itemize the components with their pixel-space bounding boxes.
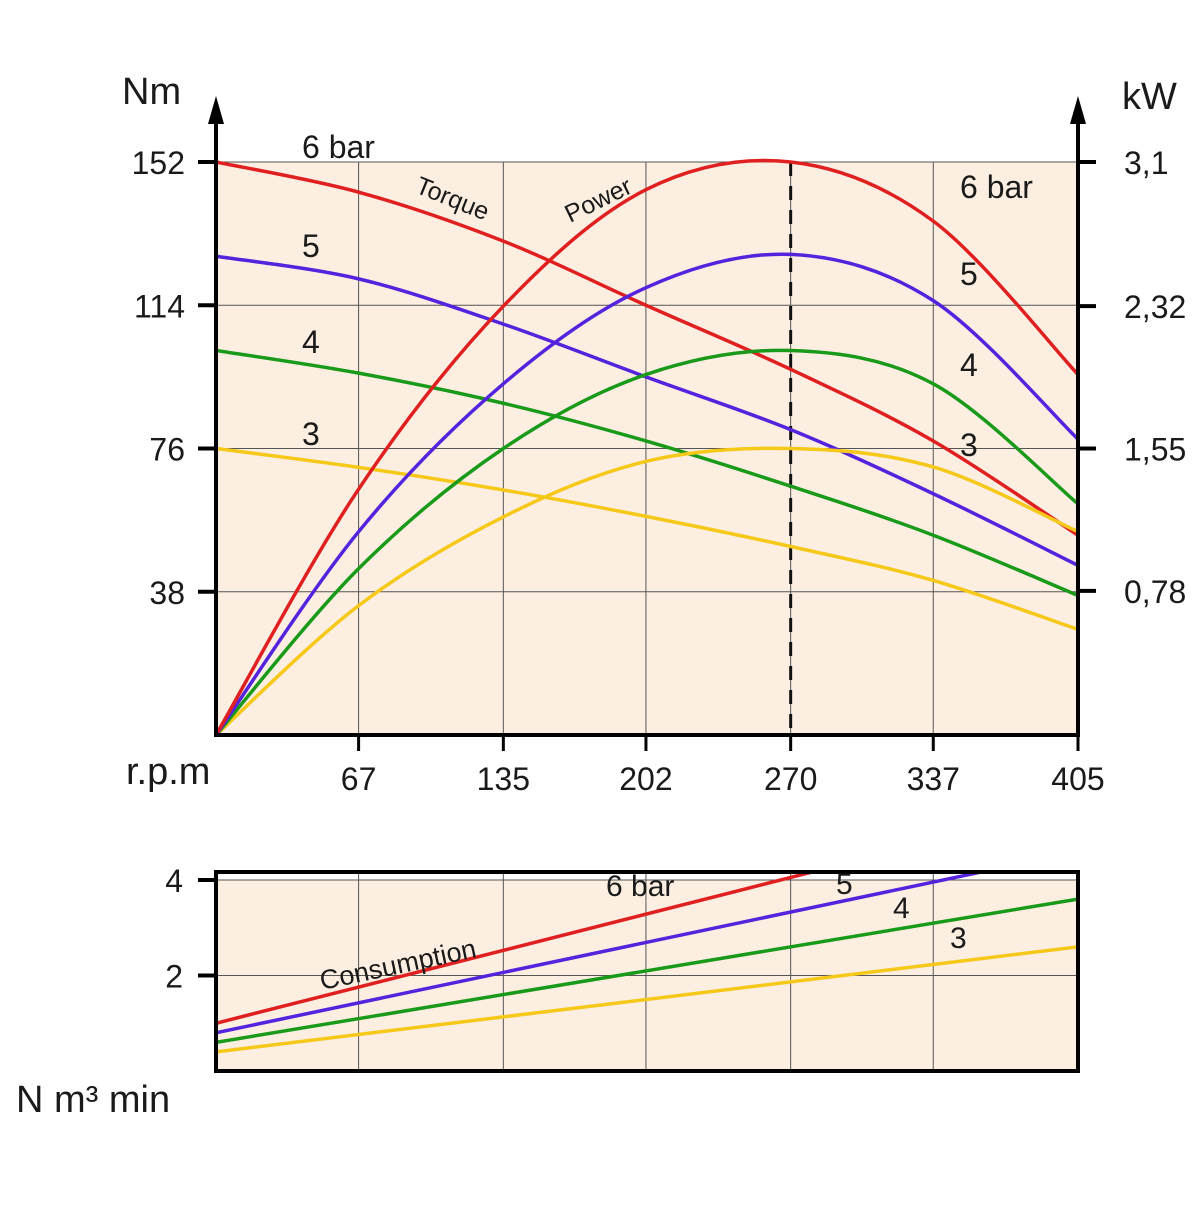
torque-series-label: 6 bar: [302, 129, 375, 165]
x-axis-tick-label: 67: [341, 761, 377, 797]
x-axis-tick-label: 337: [907, 761, 960, 797]
power-series-group: [216, 158, 1078, 736]
consumption-series-label: 3: [950, 922, 967, 955]
bottom-y-axis-title: N m³ min: [16, 1079, 170, 1121]
x-axis-tick-label: 270: [764, 761, 817, 797]
consumption-series-label: 5: [836, 868, 853, 901]
consumption-line: [216, 945, 1078, 1054]
x-axis-tick-label: 405: [1051, 761, 1104, 797]
consumption-series-label: 4: [893, 892, 910, 925]
left-axis-tick-label: 38: [149, 575, 185, 611]
torque-series-label: 3: [302, 416, 320, 452]
power-series-label: 6 bar: [960, 169, 1033, 205]
x-axis-tick-label: 135: [477, 761, 530, 797]
power-line: [216, 348, 1078, 736]
torque-line: [216, 254, 1078, 567]
bottom-y-tick-label: 4: [165, 863, 183, 899]
left-axis-tick-label: 152: [132, 145, 185, 181]
consumption-series-group: [216, 870, 1078, 1054]
consumption-series-label: 6 bar: [606, 870, 674, 903]
right-axis-arrow-icon: [1070, 96, 1086, 124]
left-axis-tick-label: 114: [134, 288, 185, 324]
left-axis-title: Nm: [122, 71, 181, 113]
left-axis-tick-label: 76: [149, 432, 185, 468]
torque-series-label: 5: [302, 228, 320, 264]
right-axis-title: kW: [1122, 76, 1177, 118]
power-series-label: 5: [960, 256, 978, 292]
x-axis-title: r.p.m: [126, 751, 210, 793]
torque-line: [216, 348, 1078, 598]
consumption-line: [216, 897, 1078, 1045]
consumption-line: [216, 870, 819, 1025]
power-line: [216, 158, 1078, 736]
power-series-label: 3: [960, 427, 978, 463]
torque-series-group: [216, 160, 1078, 632]
torque-line: [216, 160, 1078, 537]
bottom-y-tick-label: 2: [165, 959, 183, 995]
power-line: [216, 252, 1078, 736]
right-axis-tick-label: 3,1: [1124, 145, 1168, 181]
power-series-label: 4: [960, 347, 978, 383]
consumption-line: [216, 870, 989, 1035]
x-axis-tick-label: 202: [619, 761, 672, 797]
torque-line: [216, 446, 1078, 632]
right-axis-tick-label: 1,55: [1124, 432, 1186, 468]
torque-series-label: 4: [302, 324, 320, 360]
bottom-plot-frame: [214, 870, 1080, 1073]
left-axis-arrow-icon: [208, 96, 224, 124]
right-axis-tick-label: 2,32: [1124, 289, 1186, 325]
power-line: [216, 446, 1078, 736]
right-axis-tick-label: 0,78: [1124, 574, 1186, 610]
